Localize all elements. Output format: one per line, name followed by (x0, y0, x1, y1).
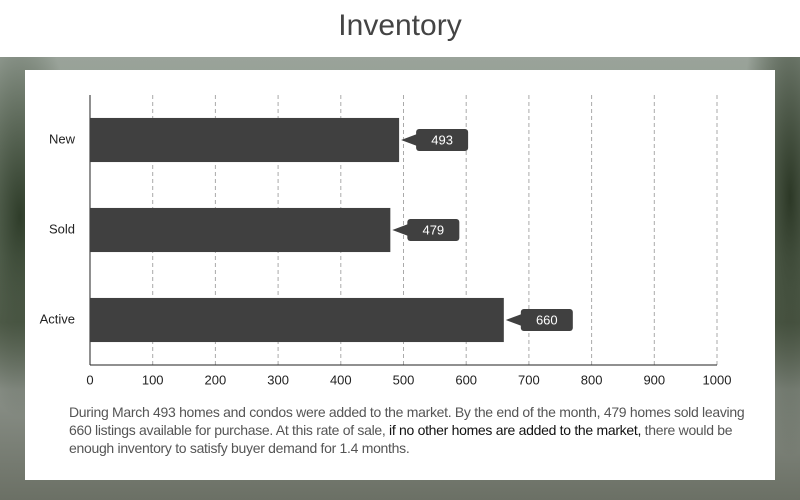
x-tick-label: 100 (142, 372, 164, 387)
x-tick-label: 500 (393, 372, 415, 387)
x-tick-label: 900 (643, 372, 665, 387)
y-tick-label: Sold (49, 221, 75, 236)
bar (90, 207, 391, 253)
callout-pointer (392, 224, 409, 236)
description: During March 493 homes and condos were a… (69, 403, 759, 457)
callout-pointer (401, 134, 418, 146)
description-emphasis: if no other homes are added to the marke… (389, 422, 642, 438)
callout (416, 129, 469, 151)
value-label: 493 (431, 132, 453, 147)
description-text: During March 493 homes and condos were a… (69, 404, 745, 438)
chart-title: Inventory (338, 9, 461, 42)
callout (520, 309, 573, 331)
x-tick-label: 0 (86, 372, 93, 387)
x-tick-label: 700 (518, 372, 540, 387)
value-label: 660 (536, 312, 558, 327)
description-text: there would be enough inventory to satis… (69, 422, 733, 456)
x-tick-label: 800 (581, 372, 603, 387)
x-tick-label: 200 (205, 372, 227, 387)
bar (90, 297, 504, 343)
bar (90, 117, 400, 163)
callout-pointer (505, 314, 522, 326)
x-tick-label: 400 (330, 372, 352, 387)
x-tick-label: 300 (267, 372, 289, 387)
x-tick-label: 600 (455, 372, 477, 387)
callout (407, 219, 460, 241)
y-tick-label: New (49, 131, 76, 146)
value-label: 479 (422, 222, 444, 237)
x-tick-label: 1000 (703, 372, 732, 387)
y-tick-label: Active (40, 311, 75, 326)
